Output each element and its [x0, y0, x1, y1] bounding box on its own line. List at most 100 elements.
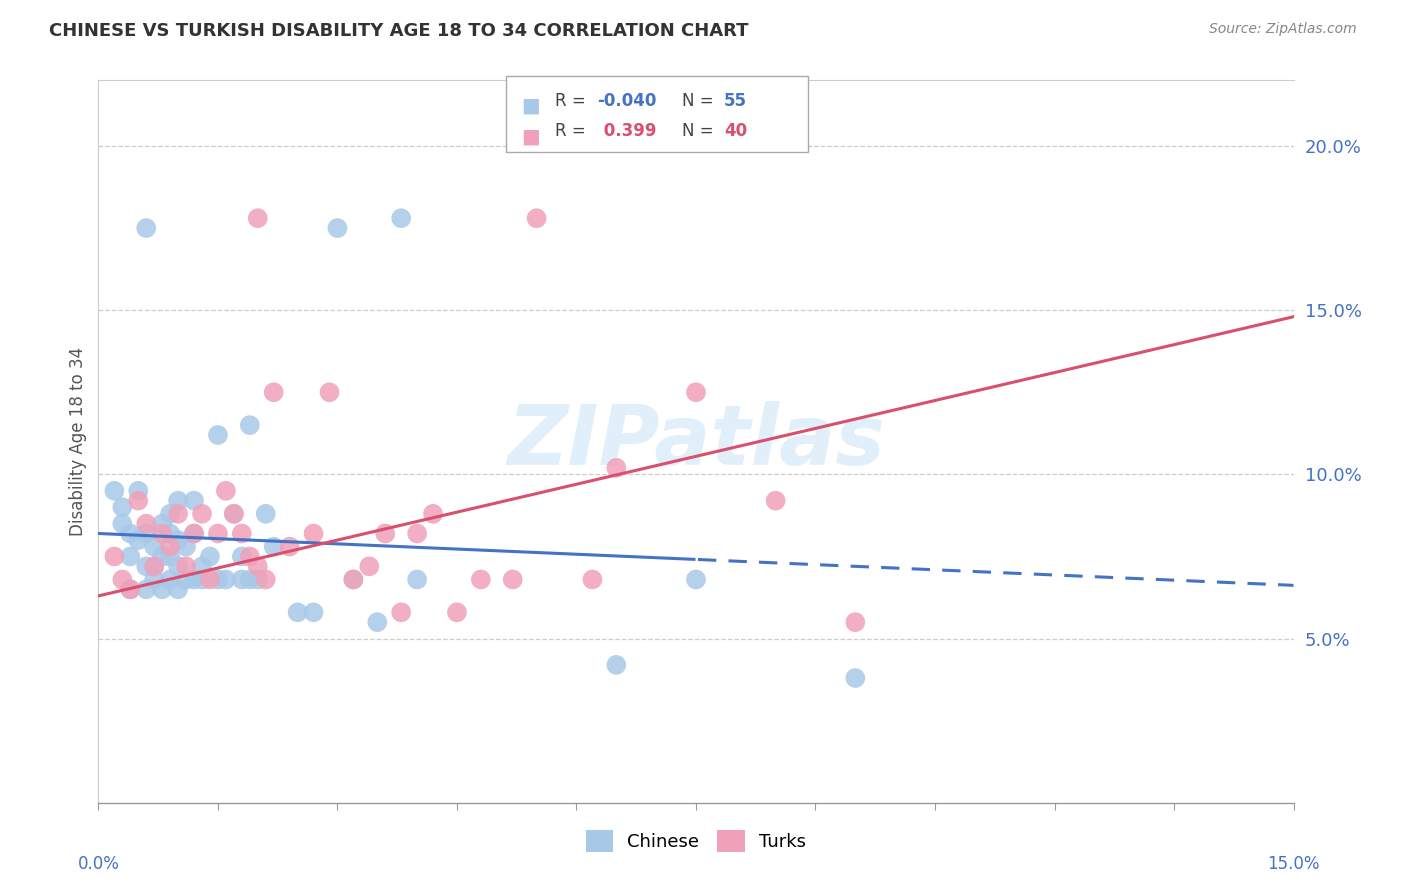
Text: R =: R = [555, 122, 586, 140]
Point [239, 573, 262, 587]
Point [150, 549, 173, 564]
Point [263, 540, 285, 554]
Point [191, 573, 214, 587]
Point [135, 221, 157, 235]
Point [685, 573, 707, 587]
Text: -0.040: -0.040 [598, 92, 657, 110]
Point [174, 540, 197, 554]
Point [239, 549, 262, 564]
Point [159, 507, 181, 521]
Text: 40: 40 [724, 122, 747, 140]
Point [342, 573, 364, 587]
Point [581, 573, 603, 587]
Point [685, 385, 707, 400]
Point [103, 549, 125, 564]
Point [167, 533, 190, 547]
Point [120, 582, 142, 597]
Text: N =: N = [682, 122, 713, 140]
Text: ▪: ▪ [520, 92, 541, 121]
Point [127, 533, 149, 547]
Point [278, 540, 301, 554]
Point [254, 507, 277, 521]
Text: ZIPatlas: ZIPatlas [508, 401, 884, 482]
Point [174, 573, 197, 587]
Point [207, 573, 229, 587]
Point [120, 526, 142, 541]
Text: R =: R = [555, 92, 586, 110]
Point [326, 221, 349, 235]
Point [167, 559, 190, 574]
Point [167, 493, 190, 508]
Point [135, 559, 157, 574]
Point [215, 573, 238, 587]
Point [844, 615, 866, 630]
Point [422, 507, 444, 521]
Point [246, 211, 269, 226]
Legend: Chinese, Turks: Chinese, Turks [579, 822, 813, 859]
Text: Source: ZipAtlas.com: Source: ZipAtlas.com [1209, 22, 1357, 37]
Point [318, 385, 340, 400]
Point [526, 211, 548, 226]
Point [246, 573, 269, 587]
Point [183, 526, 205, 541]
Point [605, 460, 627, 475]
Point [111, 573, 134, 587]
Point [389, 605, 412, 619]
Point [222, 507, 245, 521]
Point [150, 516, 173, 531]
Point [111, 500, 134, 515]
Point [174, 559, 197, 574]
Text: 0.399: 0.399 [598, 122, 657, 140]
Point [302, 605, 325, 619]
Point [167, 582, 190, 597]
Point [198, 573, 221, 587]
Point [103, 483, 125, 498]
Y-axis label: Disability Age 18 to 34: Disability Age 18 to 34 [69, 347, 87, 536]
Text: ▪: ▪ [520, 122, 541, 152]
Point [183, 573, 205, 587]
Point [127, 483, 149, 498]
Point [159, 526, 181, 541]
Point [150, 526, 173, 541]
Point [127, 493, 149, 508]
Point [191, 507, 214, 521]
Point [263, 385, 285, 400]
Point [143, 559, 166, 574]
Point [374, 526, 396, 541]
Point [231, 573, 253, 587]
Text: CHINESE VS TURKISH DISABILITY AGE 18 TO 34 CORRELATION CHART: CHINESE VS TURKISH DISABILITY AGE 18 TO … [49, 22, 749, 40]
Point [231, 549, 253, 564]
Point [167, 507, 190, 521]
Point [302, 526, 325, 541]
Point [246, 559, 269, 574]
Point [207, 526, 229, 541]
Point [446, 605, 468, 619]
Point [502, 573, 524, 587]
Point [254, 573, 277, 587]
Point [183, 526, 205, 541]
Point [191, 559, 214, 574]
Point [135, 516, 157, 531]
Point [215, 483, 238, 498]
Text: 15.0%: 15.0% [1267, 855, 1320, 873]
Point [605, 657, 627, 672]
Point [150, 582, 173, 597]
Point [406, 526, 429, 541]
Point [389, 211, 412, 226]
Point [198, 549, 221, 564]
Point [120, 582, 142, 597]
Point [844, 671, 866, 685]
Point [135, 582, 157, 597]
Point [342, 573, 364, 587]
Point [111, 516, 134, 531]
Point [159, 573, 181, 587]
Point [222, 507, 245, 521]
Text: N =: N = [682, 92, 713, 110]
Point [287, 605, 309, 619]
Point [159, 549, 181, 564]
Point [231, 526, 253, 541]
Point [470, 573, 492, 587]
Point [143, 540, 166, 554]
Point [207, 428, 229, 442]
Point [239, 418, 262, 433]
